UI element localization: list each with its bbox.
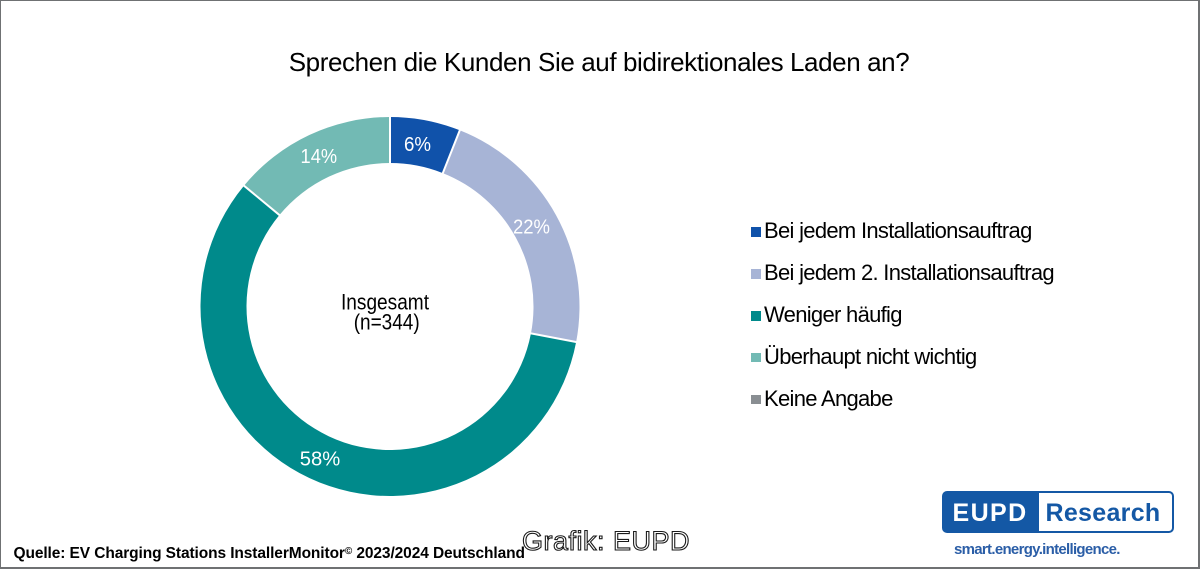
- svg-text:Insgesamt: Insgesamt: [341, 289, 429, 314]
- svg-text:6%: 6%: [404, 134, 431, 156]
- svg-text:22%: 22%: [513, 217, 550, 239]
- svg-text:14%: 14%: [301, 146, 338, 168]
- svg-text:(n=344): (n=344): [354, 310, 420, 335]
- svg-text:58%: 58%: [300, 449, 341, 471]
